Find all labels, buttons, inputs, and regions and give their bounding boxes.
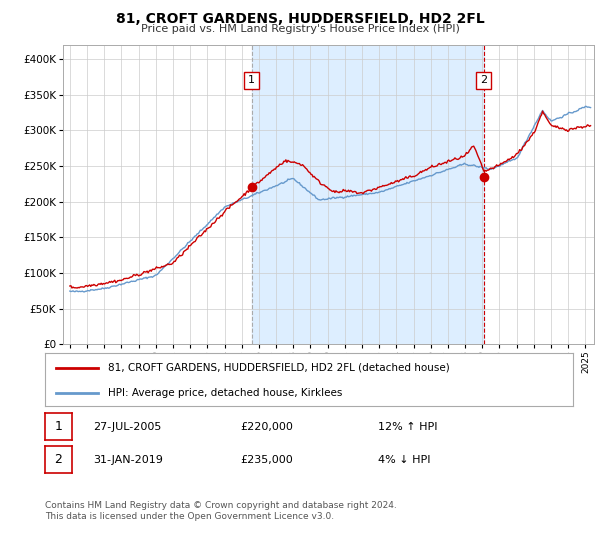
Text: 1: 1 <box>55 419 62 433</box>
Text: 2: 2 <box>55 453 62 466</box>
Text: HPI: Average price, detached house, Kirklees: HPI: Average price, detached house, Kirk… <box>109 388 343 398</box>
Text: £235,000: £235,000 <box>240 455 293 465</box>
Text: 2: 2 <box>480 76 487 86</box>
Text: 27-JUL-2005: 27-JUL-2005 <box>93 422 161 432</box>
Text: 31-JAN-2019: 31-JAN-2019 <box>93 455 163 465</box>
Bar <box>251 45 484 344</box>
Text: 81, CROFT GARDENS, HUDDERSFIELD, HD2 2FL (detached house): 81, CROFT GARDENS, HUDDERSFIELD, HD2 2FL… <box>109 363 450 373</box>
Text: Price paid vs. HM Land Registry's House Price Index (HPI): Price paid vs. HM Land Registry's House … <box>140 24 460 34</box>
Text: 81, CROFT GARDENS, HUDDERSFIELD, HD2 2FL: 81, CROFT GARDENS, HUDDERSFIELD, HD2 2FL <box>116 12 484 26</box>
Text: 1: 1 <box>248 76 255 86</box>
Text: 12% ↑ HPI: 12% ↑ HPI <box>378 422 437 432</box>
Text: 4% ↓ HPI: 4% ↓ HPI <box>378 455 431 465</box>
Text: Contains HM Land Registry data © Crown copyright and database right 2024.
This d: Contains HM Land Registry data © Crown c… <box>45 501 397 521</box>
Text: £220,000: £220,000 <box>240 422 293 432</box>
